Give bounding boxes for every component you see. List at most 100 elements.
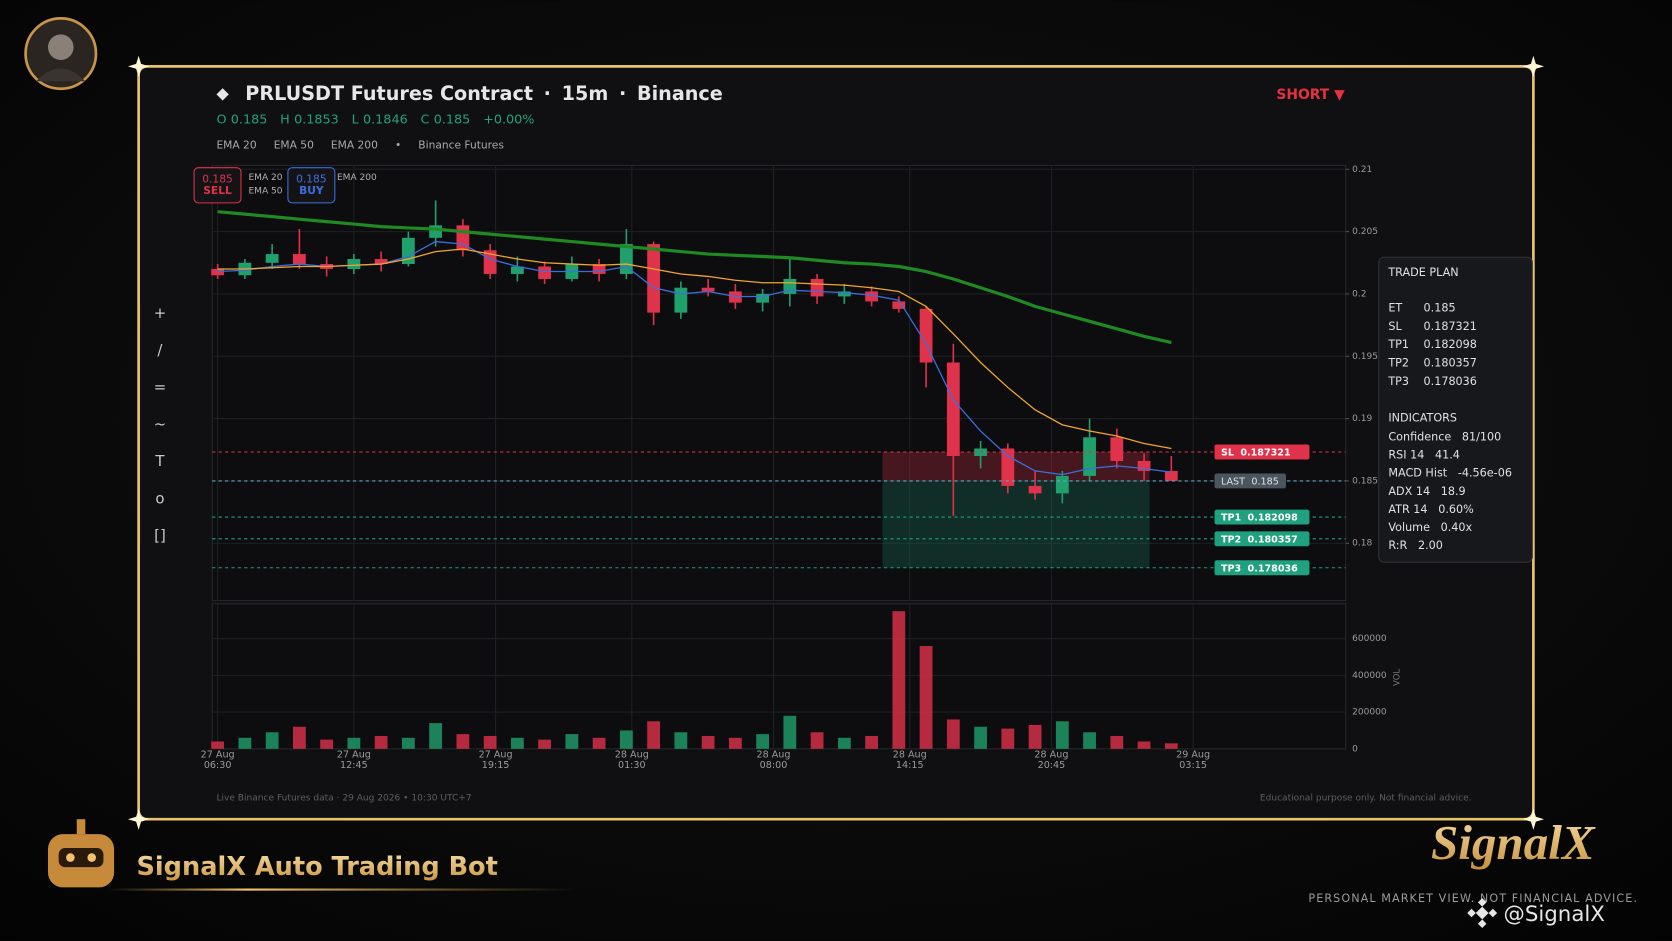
candle-body — [946, 362, 960, 456]
volume-bar — [756, 734, 770, 749]
ohlc-row: O 0.185 H 0.1853 L 0.1846 C 0.185 +0.00% — [216, 112, 534, 127]
volume-bar — [374, 735, 388, 749]
ohlc-value: 0.1846 — [363, 112, 408, 127]
tool-button[interactable]: / — [157, 341, 163, 359]
tool-button[interactable]: = — [154, 378, 167, 396]
diamond-icon: ◆ — [216, 84, 229, 103]
plan-label: TP3 — [1387, 375, 1409, 388]
bot-title: SignalX Auto Trading Bot — [136, 852, 497, 882]
chart-title: PRLUSDT Futures Contract · 15m · Binance — [245, 82, 723, 105]
sparkle — [127, 808, 150, 830]
ohlc-label: C — [421, 112, 430, 127]
tool-button[interactable]: T — [154, 452, 165, 470]
volume-bar — [483, 735, 497, 749]
indicator-value: 0.60% — [1438, 503, 1474, 516]
quote-badge[interactable] — [287, 167, 336, 204]
tool-button[interactable]: ~ — [154, 415, 167, 433]
x-tick: 28 Aug 20:45 — [1034, 749, 1069, 772]
volume-bar — [1083, 732, 1096, 749]
tagline: PERSONAL MARKET VIEW. NOT FINANCIAL ADVI… — [1308, 892, 1638, 905]
x-tick: 28 Aug 01:30 — [614, 749, 649, 772]
overlay-legend: EMA 20 — [248, 173, 282, 183]
ohlc-label: L — [352, 112, 360, 127]
volume-bar — [1055, 721, 1069, 749]
level-badge — [1214, 509, 1310, 525]
candle-body — [374, 259, 388, 265]
level-label: LAST 0.185 — [1221, 476, 1279, 487]
logo: SignalX — [1431, 815, 1596, 870]
y-tick-label: 0.185 — [1352, 476, 1378, 486]
volume-bar — [1110, 735, 1124, 749]
footer-right: Educational purpose only. Not financial … — [1260, 793, 1472, 803]
y-tick-label: 0.2 — [1352, 289, 1366, 299]
indicator-label: MACD Hist — [1388, 467, 1447, 480]
signal-button[interactable]: SHORT ▼ — [1276, 87, 1345, 103]
volume-bar — [783, 715, 797, 749]
indicator-label: RSI 14 — [1388, 449, 1424, 462]
y-tick-label: 0.21 — [1352, 165, 1372, 175]
plan-value: 0.185 — [1424, 301, 1456, 314]
candle-body — [892, 301, 906, 309]
level-label: SL 0.187321 — [1221, 447, 1291, 458]
volume-bar — [728, 737, 742, 749]
level-name: TP2 — [1221, 534, 1241, 545]
plan-value: 0.178036 — [1424, 375, 1477, 388]
symbol: PRLUSDT Futures Contract — [245, 82, 533, 105]
tool-button[interactable]: [] — [154, 526, 166, 544]
overlay-legend: EMA 50 — [248, 187, 282, 197]
volume-bar — [946, 719, 960, 749]
level-name: TP3 — [1221, 563, 1241, 574]
ohlc-label: O — [216, 112, 226, 127]
quote-side[interactable]: SELL — [203, 184, 232, 197]
candle-body — [1164, 470, 1178, 481]
quote-price[interactable]: 0.185 — [296, 172, 327, 185]
tool-button[interactable]: + — [154, 304, 167, 322]
volume-bar — [701, 735, 715, 749]
bot-eye — [87, 853, 96, 862]
indicator-row: ADX 14 18.9 — [1388, 485, 1465, 498]
level-label: TP1 0.182098 — [1221, 512, 1298, 523]
candle-body — [1110, 437, 1124, 461]
x-tick-label: 28 Aug 08:00 — [756, 749, 791, 772]
price-pane — [211, 164, 1347, 602]
legend-source: Binance Futures — [418, 138, 504, 151]
x-tick-label: 28 Aug 20:45 — [1034, 749, 1069, 772]
volume-bar — [1137, 741, 1151, 749]
x-tick-label: 28 Aug 01:30 — [614, 749, 649, 772]
volume-bar — [1028, 724, 1042, 749]
volume-bar — [347, 737, 361, 749]
volume-bar — [837, 737, 851, 749]
quote-price[interactable]: 0.185 — [202, 172, 233, 185]
separator: · — [619, 82, 626, 105]
level-value: 0.187321 — [1240, 447, 1290, 458]
bot-icon — [47, 819, 115, 888]
x-tick-label: 27 Aug 12:45 — [336, 749, 371, 772]
ohlc-label: H — [280, 112, 290, 127]
candle-body — [1055, 475, 1069, 494]
indicator-value: -4.56e-06 — [1458, 467, 1512, 480]
indicator-row: MACD Hist -4.56e-06 — [1388, 467, 1512, 480]
separator: • — [395, 138, 401, 151]
volume-bar — [456, 734, 470, 749]
volume-bar — [892, 611, 906, 749]
volume-bar — [292, 726, 306, 749]
volume-bar — [565, 734, 579, 749]
quote-side[interactable]: BUY — [299, 184, 324, 197]
x-tick-label: 27 Aug 19:15 — [478, 749, 513, 772]
candle-body — [347, 259, 361, 269]
volume-tick-label: 200000 — [1352, 708, 1387, 718]
plan-heading: TRADE PLAN — [1387, 266, 1458, 279]
volume-bar — [919, 646, 933, 749]
quote-badge[interactable] — [193, 167, 242, 204]
volume-bar — [211, 741, 225, 749]
sparkle — [127, 55, 150, 78]
tool-button[interactable]: o — [155, 489, 164, 507]
volume-bar — [647, 721, 661, 749]
level-value: 0.185 — [1251, 476, 1278, 487]
level-value: 0.182098 — [1248, 512, 1299, 523]
ohlc-value: 0.1853 — [294, 112, 339, 127]
x-tick-label: 28 Aug 14:15 — [892, 749, 927, 772]
volume-bar — [429, 723, 443, 749]
legend-entry: EMA 50 — [274, 138, 314, 151]
sparkle — [1522, 55, 1545, 78]
